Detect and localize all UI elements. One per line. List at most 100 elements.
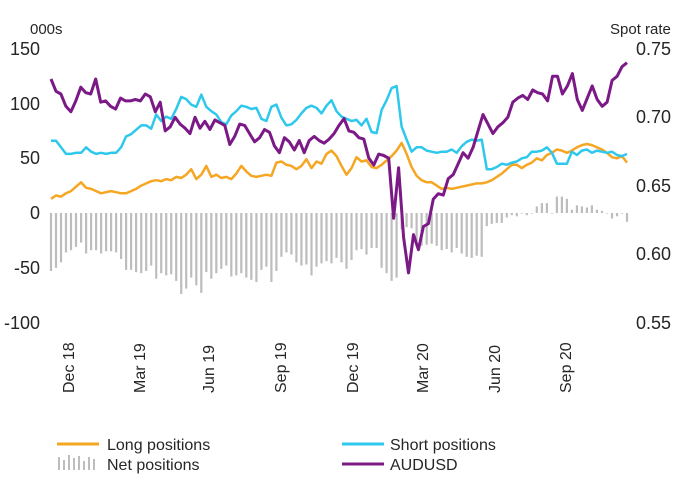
net-position-bar	[390, 213, 393, 281]
net-position-bar	[140, 213, 143, 274]
net-position-bar	[490, 213, 493, 224]
net-position-bar	[145, 213, 148, 271]
net-position-bar	[250, 213, 253, 280]
legend-item-net: Net positions	[58, 455, 200, 474]
net-position-bar	[205, 213, 208, 273]
net-position-bar	[130, 213, 133, 270]
net-position-bar	[95, 213, 98, 251]
net-position-bar	[520, 213, 523, 214]
net-position-bar	[330, 213, 333, 264]
net-position-bar	[445, 213, 448, 250]
net-position-bar	[85, 213, 88, 254]
net-position-bar	[540, 203, 543, 213]
net-position-bar	[74, 213, 78, 247]
left-axis-unit-label: 000s	[30, 21, 63, 38]
net-position-bar	[285, 213, 288, 253]
net-position-bar	[340, 213, 343, 263]
net-position-bar	[105, 213, 108, 252]
net-position-bar	[235, 213, 238, 276]
net-position-bar	[455, 213, 458, 248]
net-position-bar	[195, 213, 198, 286]
series-lines	[49, 61, 628, 275]
net-position-bar	[350, 213, 353, 261]
legend-item-short: Short positions	[342, 437, 496, 454]
net-position-bar	[295, 213, 298, 263]
net-position-bar	[555, 196, 558, 213]
legend-item-audusd: AUDUSD	[342, 457, 458, 474]
net-position-bar	[150, 213, 153, 266]
x-tick-label: Dec 19	[345, 342, 362, 393]
right-tick-label: 0.70	[636, 107, 671, 127]
net-position-bar	[255, 213, 258, 282]
net-position-bar	[230, 213, 233, 277]
net-position-bar	[135, 213, 138, 273]
net-position-bar	[69, 213, 73, 251]
net-position-bar	[345, 213, 348, 269]
net-position-bar	[385, 213, 388, 274]
net-position-bar	[90, 213, 93, 251]
net-position-bar	[525, 213, 528, 216]
net-position-bar	[59, 213, 63, 263]
net-position-bar	[125, 213, 128, 270]
left-tick-label: 50	[20, 148, 40, 168]
legend-item-long: Long positions	[57, 437, 210, 454]
net-position-bar	[430, 213, 433, 244]
net-position-bar	[475, 213, 478, 256]
net-position-bar	[435, 213, 438, 246]
net-position-bar	[245, 213, 248, 278]
net-position-bar	[335, 213, 338, 258]
net-position-bar	[470, 213, 473, 258]
net-position-bar	[300, 213, 303, 266]
net-position-bar	[155, 213, 158, 279]
net-position-bar	[510, 213, 513, 216]
net-position-bar	[500, 213, 503, 223]
net-position-bar	[190, 213, 193, 278]
net-position-bar	[460, 213, 463, 254]
net-position-bar	[480, 213, 483, 257]
legend-label-net: Net positions	[107, 457, 200, 474]
net-position-bar	[180, 213, 183, 294]
net-position-bar	[290, 213, 293, 255]
net-position-bar	[530, 213, 533, 214]
net-position-bar	[615, 213, 619, 217]
net-position-bar	[595, 209, 598, 213]
net-position-bar	[54, 213, 58, 268]
net-position-bar	[560, 196, 563, 213]
net-position-bar	[220, 213, 223, 269]
net-position-bar	[325, 213, 328, 262]
net-position-bar	[485, 213, 488, 227]
net-position-bar	[225, 213, 228, 266]
left-tick-label: 150	[10, 39, 40, 59]
left-axis-ticks: 150 100 50 0 -50 -100	[4, 39, 40, 333]
net-position-bar	[395, 213, 398, 278]
net-position-bar	[570, 209, 573, 213]
net-position-bar	[120, 213, 123, 259]
legend-label-short: Short positions	[390, 437, 496, 454]
net-position-bar	[550, 213, 553, 214]
net-position-bar	[600, 210, 604, 213]
net-position-bar	[405, 213, 408, 228]
net-position-bar	[170, 213, 173, 275]
net-position-bar	[625, 213, 629, 222]
net-position-bar	[275, 213, 278, 271]
net-position-bar	[575, 205, 578, 213]
net-position-bar	[310, 213, 313, 276]
x-tick-label: Sep 20	[558, 342, 575, 393]
legend-swatch-net	[58, 455, 95, 470]
x-tick-label: Sep 19	[273, 342, 290, 393]
net-position-bar	[115, 213, 118, 253]
right-tick-label: 0.75	[636, 39, 671, 59]
net-position-bar	[545, 203, 548, 213]
net-position-bar	[240, 213, 243, 274]
legend: Long positions Net positions Short posit…	[57, 437, 496, 474]
right-tick-label: 0.55	[636, 313, 671, 333]
right-tick-label: 0.60	[636, 244, 671, 264]
net-position-bar	[280, 213, 283, 257]
net-position-bar	[265, 213, 268, 267]
x-tick-label: Mar 20	[415, 343, 432, 393]
net-positions-bars	[49, 196, 629, 294]
net-position-bar	[320, 213, 323, 264]
right-axis-unit-label: Spot rate	[610, 21, 671, 38]
net-position-bar	[175, 213, 178, 281]
